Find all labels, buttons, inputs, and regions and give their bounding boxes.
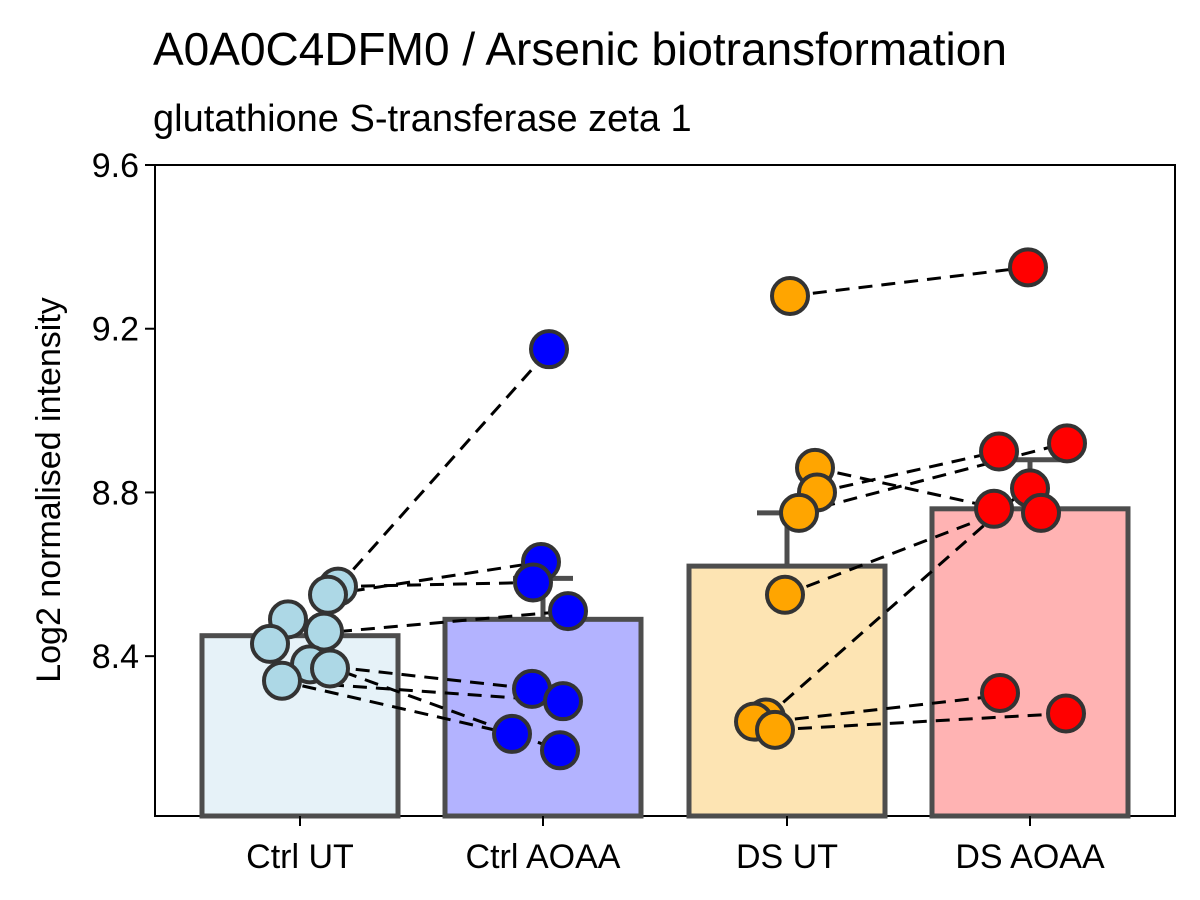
data-point bbox=[513, 562, 553, 603]
x-tick-label: DS AOAA bbox=[955, 838, 1105, 876]
data-point bbox=[779, 492, 819, 533]
data-point bbox=[529, 329, 569, 370]
data-point bbox=[770, 275, 810, 316]
data-point bbox=[310, 648, 350, 689]
bar-2 bbox=[442, 616, 644, 819]
data-point bbox=[1047, 423, 1087, 464]
data-point bbox=[308, 574, 348, 615]
pair-line bbox=[789, 265, 1029, 298]
pair-line bbox=[765, 487, 1027, 719]
data-point bbox=[1046, 693, 1086, 734]
pair-line bbox=[771, 691, 1023, 724]
data-point bbox=[979, 431, 1019, 472]
pair-line bbox=[327, 560, 542, 597]
pair-line bbox=[816, 450, 999, 494]
data-point bbox=[755, 709, 795, 750]
chart-title: A0A0C4DFM0 / Arsenic biotransformation bbox=[153, 23, 1007, 75]
y-tick-label: 9.6 bbox=[92, 147, 139, 185]
data-point bbox=[250, 623, 290, 664]
data-point bbox=[765, 574, 805, 615]
data-point bbox=[492, 713, 532, 754]
data-point bbox=[540, 730, 580, 771]
data-point bbox=[543, 681, 583, 722]
data-point bbox=[974, 488, 1014, 529]
pair-line bbox=[337, 609, 569, 634]
pair-line bbox=[279, 679, 513, 736]
pair-line bbox=[336, 348, 552, 588]
bar-4 bbox=[929, 506, 1131, 819]
y-tick-label: 8.4 bbox=[92, 638, 139, 676]
data-point bbox=[1021, 492, 1061, 533]
data-point bbox=[980, 672, 1020, 713]
data-point bbox=[304, 611, 344, 652]
data-point bbox=[1008, 247, 1048, 288]
pair-line bbox=[337, 580, 534, 589]
data-point bbox=[548, 591, 588, 632]
x-tick-label: DS UT bbox=[736, 838, 838, 876]
data-point bbox=[262, 660, 302, 701]
pair-line bbox=[784, 511, 999, 597]
pair-line bbox=[814, 466, 1001, 511]
y-tick-label: 8.8 bbox=[92, 474, 139, 512]
pair-line bbox=[774, 711, 1067, 732]
plot-area: 8.4 8.8 9.2 9.6 Ctrl UT Ctrl AOAA DS UT DS AOAA bbox=[92, 147, 1176, 876]
y-axis-title: Log2 normalised intensity bbox=[30, 297, 68, 683]
chart-subtitle: glutathione S-transferase zeta 1 bbox=[153, 98, 692, 140]
pair-line bbox=[309, 662, 534, 691]
x-tick-label: Ctrl AOAA bbox=[466, 838, 621, 876]
x-tick-label: Ctrl UT bbox=[246, 838, 354, 876]
y-tick-label: 9.2 bbox=[92, 311, 139, 349]
plot-panel-border bbox=[154, 164, 1176, 817]
